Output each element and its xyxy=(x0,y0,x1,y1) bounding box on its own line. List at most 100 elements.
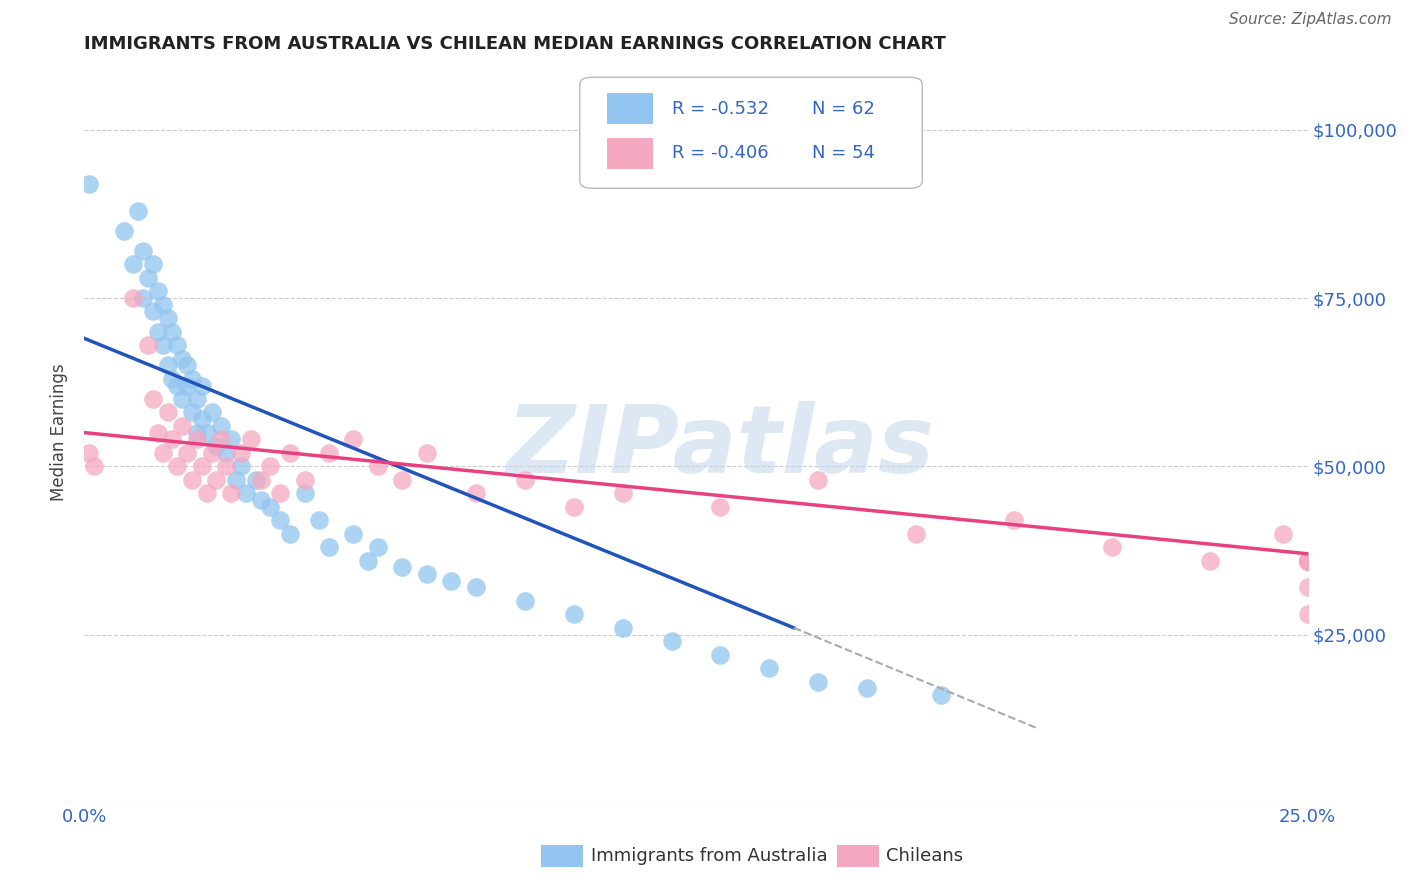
Point xyxy=(200,446,222,460)
Point xyxy=(225,473,247,487)
Point xyxy=(146,325,169,339)
Point xyxy=(342,526,364,541)
Point xyxy=(807,473,830,487)
Point xyxy=(191,378,214,392)
Point xyxy=(1296,553,1319,567)
Point xyxy=(294,486,316,500)
Point xyxy=(200,405,222,419)
Point xyxy=(215,459,238,474)
Point xyxy=(661,634,683,648)
Point xyxy=(142,392,165,406)
Point xyxy=(176,359,198,373)
Point xyxy=(166,338,188,352)
Text: R = -0.406: R = -0.406 xyxy=(672,145,768,162)
Point xyxy=(156,359,179,373)
Point xyxy=(562,500,585,514)
Point xyxy=(259,459,281,474)
Point xyxy=(205,439,228,453)
Point xyxy=(132,244,155,258)
Point xyxy=(186,392,208,406)
FancyBboxPatch shape xyxy=(579,78,922,188)
Point xyxy=(152,338,174,352)
Point xyxy=(191,412,214,426)
Point xyxy=(1296,553,1319,567)
Point xyxy=(162,433,184,447)
Point xyxy=(181,372,204,386)
Point xyxy=(186,425,208,440)
Point xyxy=(249,473,271,487)
Point xyxy=(219,486,242,500)
Point xyxy=(162,325,184,339)
Text: Chileans: Chileans xyxy=(886,847,963,865)
Point xyxy=(172,418,194,433)
Point xyxy=(367,459,389,474)
Point xyxy=(318,446,340,460)
Point xyxy=(172,351,194,366)
Bar xyxy=(606,94,654,124)
Point xyxy=(209,418,232,433)
Point xyxy=(156,405,179,419)
Text: N = 54: N = 54 xyxy=(813,145,875,162)
Point xyxy=(1296,607,1319,622)
Point xyxy=(709,500,731,514)
Point xyxy=(416,566,439,581)
Point xyxy=(612,486,634,500)
Y-axis label: Median Earnings: Median Earnings xyxy=(51,364,69,501)
Point xyxy=(1296,553,1319,567)
Point xyxy=(209,433,232,447)
Point xyxy=(318,540,340,554)
Point xyxy=(181,405,204,419)
Point xyxy=(1296,553,1319,567)
Point xyxy=(191,459,214,474)
Point xyxy=(229,459,252,474)
Point xyxy=(172,392,194,406)
Point xyxy=(83,459,105,474)
Point xyxy=(308,513,330,527)
Point xyxy=(1296,553,1319,567)
Point xyxy=(562,607,585,622)
Point xyxy=(342,433,364,447)
Text: N = 62: N = 62 xyxy=(813,100,875,118)
Point xyxy=(1296,581,1319,595)
Point xyxy=(929,688,952,702)
Point xyxy=(1296,553,1319,567)
Point xyxy=(229,446,252,460)
Point xyxy=(215,446,238,460)
Point xyxy=(195,486,218,500)
Point xyxy=(905,526,928,541)
Text: Source: ZipAtlas.com: Source: ZipAtlas.com xyxy=(1229,12,1392,27)
Text: Immigrants from Australia: Immigrants from Australia xyxy=(591,847,827,865)
Point xyxy=(1101,540,1123,554)
Point xyxy=(176,378,198,392)
Point xyxy=(146,425,169,440)
Point xyxy=(142,304,165,318)
Point xyxy=(269,486,291,500)
Point xyxy=(1198,553,1220,567)
Point xyxy=(278,446,301,460)
Point xyxy=(127,203,149,218)
Point xyxy=(235,486,257,500)
Point xyxy=(856,681,879,696)
Point xyxy=(758,661,780,675)
Point xyxy=(166,378,188,392)
Point xyxy=(156,311,179,326)
Bar xyxy=(606,137,654,169)
Point xyxy=(367,540,389,554)
Text: R = -0.532: R = -0.532 xyxy=(672,100,769,118)
Point xyxy=(391,560,413,574)
Text: IMMIGRANTS FROM AUSTRALIA VS CHILEAN MEDIAN EARNINGS CORRELATION CHART: IMMIGRANTS FROM AUSTRALIA VS CHILEAN MED… xyxy=(84,35,946,53)
Point xyxy=(176,446,198,460)
Point xyxy=(122,257,145,271)
Point xyxy=(136,270,159,285)
Point xyxy=(1272,526,1295,541)
Point xyxy=(612,621,634,635)
Point xyxy=(709,648,731,662)
Point xyxy=(239,433,262,447)
Point xyxy=(1296,553,1319,567)
Point xyxy=(181,473,204,487)
Point xyxy=(245,473,267,487)
Point xyxy=(219,433,242,447)
Point xyxy=(464,486,486,500)
Point xyxy=(1296,553,1319,567)
Point xyxy=(357,553,380,567)
